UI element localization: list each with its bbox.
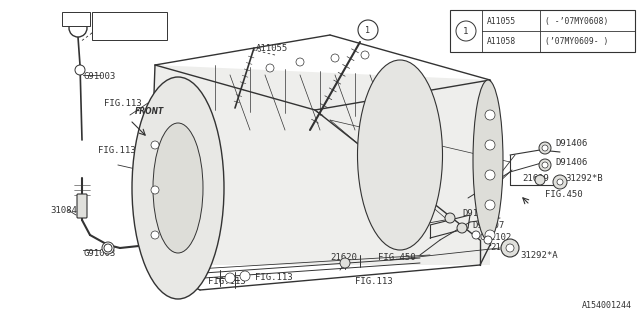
Circle shape: [225, 273, 235, 283]
Circle shape: [331, 54, 339, 62]
Circle shape: [240, 271, 250, 281]
Text: FRONT: FRONT: [135, 107, 164, 116]
Circle shape: [557, 179, 563, 185]
Text: A11058: A11058: [487, 36, 516, 45]
Ellipse shape: [153, 123, 203, 253]
Ellipse shape: [473, 80, 503, 240]
Ellipse shape: [358, 60, 442, 250]
Circle shape: [542, 162, 548, 168]
Polygon shape: [148, 65, 490, 265]
Text: 31084: 31084: [50, 205, 77, 214]
Text: D91406: D91406: [555, 139, 588, 148]
Circle shape: [266, 64, 274, 72]
Circle shape: [506, 244, 514, 252]
Circle shape: [539, 159, 551, 171]
Circle shape: [485, 110, 495, 120]
Bar: [62, 12, 90, 26]
Text: FIG.113: FIG.113: [104, 99, 141, 108]
Circle shape: [151, 186, 159, 194]
Text: G91003: G91003: [83, 250, 115, 259]
Text: FIG.450: FIG.450: [545, 189, 582, 198]
Circle shape: [457, 223, 467, 233]
Text: FIG.113: FIG.113: [98, 146, 136, 155]
Circle shape: [104, 244, 112, 252]
Text: 21667: 21667: [490, 243, 517, 252]
Text: ( -’07MY0608): ( -’07MY0608): [545, 17, 609, 26]
Circle shape: [553, 175, 567, 189]
Circle shape: [75, 65, 85, 75]
Bar: [450, 10, 635, 52]
Text: 21620: 21620: [330, 253, 357, 262]
Text: D91607: D91607: [462, 209, 494, 218]
Text: FIG.450: FIG.450: [378, 253, 415, 262]
Text: 1: 1: [463, 27, 468, 36]
FancyBboxPatch shape: [77, 194, 87, 218]
Circle shape: [151, 141, 159, 149]
Text: 31088: 31088: [130, 21, 157, 30]
Text: G91003: G91003: [83, 71, 115, 81]
Circle shape: [485, 170, 495, 180]
Circle shape: [472, 231, 480, 239]
Circle shape: [485, 200, 495, 210]
Circle shape: [485, 140, 495, 150]
Bar: [92, 12, 167, 40]
Circle shape: [296, 58, 304, 66]
Text: A11055: A11055: [256, 44, 288, 52]
Text: A154001244: A154001244: [582, 301, 632, 310]
Text: FIG.113: FIG.113: [355, 277, 392, 286]
Text: 21619: 21619: [522, 173, 549, 182]
Text: FIG.113: FIG.113: [255, 274, 292, 283]
Text: (’07MY0609- ): (’07MY0609- ): [545, 36, 609, 45]
Text: 31292*A: 31292*A: [520, 251, 557, 260]
Circle shape: [69, 19, 87, 37]
Ellipse shape: [132, 77, 224, 299]
Circle shape: [361, 51, 369, 59]
Text: FIG.113: FIG.113: [208, 277, 246, 286]
Circle shape: [151, 231, 159, 239]
Ellipse shape: [133, 78, 223, 298]
Circle shape: [340, 258, 350, 268]
Circle shape: [445, 213, 455, 223]
Circle shape: [485, 230, 495, 240]
Text: A11055: A11055: [487, 17, 516, 26]
Text: 31292*B: 31292*B: [565, 173, 603, 182]
Text: D91406: D91406: [555, 157, 588, 166]
Text: 1: 1: [365, 26, 371, 35]
Circle shape: [484, 236, 492, 244]
Circle shape: [456, 21, 476, 41]
Circle shape: [535, 175, 545, 185]
Text: G01102: G01102: [480, 233, 512, 242]
Text: D91607: D91607: [472, 220, 504, 229]
Circle shape: [501, 239, 519, 257]
Circle shape: [542, 145, 548, 151]
Circle shape: [102, 242, 114, 254]
Circle shape: [539, 142, 551, 154]
Circle shape: [358, 20, 378, 40]
